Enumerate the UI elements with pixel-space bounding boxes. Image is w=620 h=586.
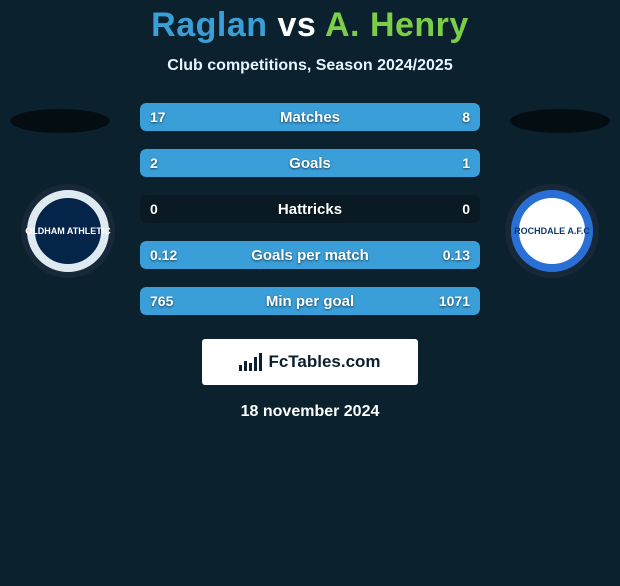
- stat-value-left: 2: [150, 155, 158, 171]
- title-player2: A. Henry: [325, 6, 469, 44]
- stat-value-left: 17: [150, 109, 166, 125]
- stat-row: 2 1 Goals: [140, 149, 480, 177]
- stat-value-right: 1: [462, 155, 470, 171]
- stat-value-right: 0: [462, 201, 470, 217]
- brand-text: FcTables.com: [268, 352, 380, 372]
- stat-label: Hattricks: [278, 201, 342, 218]
- stat-value-left: 765: [150, 293, 173, 309]
- stat-label: Goals per match: [251, 247, 369, 264]
- stats-table: 17 8 Matches 2 1 Goals 0 0 Hattricks 0.12 0.13 Goal…: [140, 103, 480, 315]
- stat-label: Min per goal: [266, 293, 354, 310]
- stat-row: 0.12 0.13 Goals per match: [140, 241, 480, 269]
- stats-arena: OLDHAM ATHLETIC ROCHDALE A.F.C 17 8 Matche…: [0, 103, 620, 315]
- subtitle: Club competitions, Season 2024/2025: [0, 57, 620, 75]
- stat-bar-right: [354, 103, 480, 131]
- club-badge-right-label: ROCHDALE A.F.C: [514, 226, 590, 236]
- shadow-oval-left: [10, 109, 110, 133]
- stat-value-right: 1071: [439, 293, 470, 309]
- stat-row: 765 1071 Min per goal: [140, 287, 480, 315]
- stat-label: Matches: [280, 109, 340, 126]
- stat-value-left: 0: [150, 201, 158, 217]
- stat-row: 0 0 Hattricks: [140, 195, 480, 223]
- stat-label: Goals: [289, 155, 331, 172]
- chart-icon: [239, 353, 262, 371]
- club-badge-right: ROCHDALE A.F.C: [502, 181, 602, 281]
- title-player1: Raglan: [151, 6, 267, 44]
- date-text: 18 november 2024: [0, 403, 620, 421]
- stat-row: 17 8 Matches: [140, 103, 480, 131]
- title-vs: vs: [277, 6, 316, 44]
- stat-value-right: 8: [462, 109, 470, 125]
- club-badge-left: OLDHAM ATHLETIC: [18, 181, 118, 281]
- page-title: Raglan vs A. Henry: [0, 6, 620, 45]
- shadow-oval-right: [510, 109, 610, 133]
- brand-badge[interactable]: FcTables.com: [202, 339, 418, 385]
- stat-value-left: 0.12: [150, 247, 177, 263]
- stat-value-right: 0.13: [443, 247, 470, 263]
- club-badge-left-label: OLDHAM ATHLETIC: [25, 226, 111, 236]
